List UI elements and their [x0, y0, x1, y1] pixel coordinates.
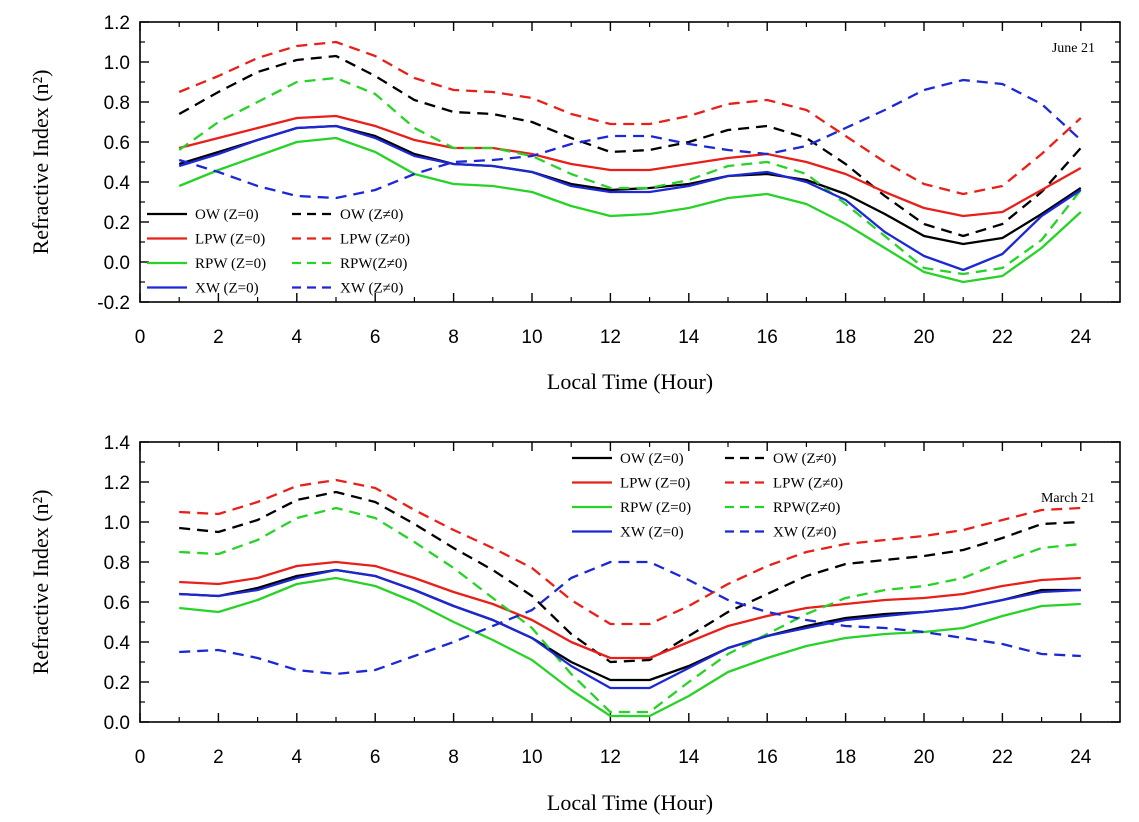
y-axis-title: Refractive Index (n²)	[28, 490, 53, 675]
y-tick-label: 0.8	[104, 553, 130, 574]
x-tick-label: 18	[835, 747, 856, 768]
series-group	[179, 478, 1081, 718]
series-line-rpw-z-0-	[179, 506, 1081, 714]
x-tick-label: 8	[448, 327, 459, 348]
x-tick-label: 18	[835, 327, 856, 348]
y-tick-label: 0.0	[104, 713, 130, 734]
chart-june-21: 0 2 4 6 8 10 12 14 16 18 20 22 24-0.20.00.20.40.60.8…	[28, 13, 1121, 394]
legend-label: XW (Z=0)	[620, 525, 684, 541]
series-line-xw-z-0-	[179, 568, 1081, 690]
x-tick-label: 8	[448, 747, 459, 768]
y-tick-label: 1.2	[104, 473, 130, 494]
series-line-rpw-z-0-	[179, 576, 1081, 718]
y-tick-label: 1.0	[104, 53, 130, 74]
y-tick-label: 1.4	[104, 433, 131, 454]
y-tick-label: 0.6	[104, 593, 130, 614]
x-tick-label: 6	[370, 747, 381, 768]
legend-label: XW (Z≠0)	[340, 281, 403, 297]
series-line-rpw-z-0-	[178, 136, 1082, 284]
series-line-ow-z-0-	[179, 490, 1081, 664]
legend: OW (Z=0) OW (Z≠0) LPW (Z=0) LPW (Z≠0) RPW (Z…	[572, 451, 843, 541]
x-axis-title: Local Time (Hour)	[547, 790, 713, 815]
series-line-lpw-z-0-	[178, 114, 1082, 218]
y-tick-label: 0.2	[104, 673, 130, 694]
legend-label: LPW (Z=0)	[195, 232, 265, 248]
x-tick-label: 22	[992, 327, 1013, 348]
x-tick-label: 22	[992, 747, 1013, 768]
y-tick-label: 1.0	[104, 513, 130, 534]
x-tick-label: 4	[292, 747, 303, 768]
legend-label: XW (Z≠0)	[773, 525, 836, 541]
x-tick-label: 10	[521, 747, 542, 768]
series-line-lpw-z-0-	[178, 40, 1082, 196]
x-tick-label: 4	[292, 327, 303, 348]
series-group	[178, 40, 1082, 284]
x-tick-label: 14	[678, 327, 700, 348]
y-tick-label: 1.2	[104, 13, 130, 34]
legend-label: OW (Z≠0)	[773, 451, 836, 467]
legend-label: RPW (Z=0)	[195, 256, 266, 272]
series-line-rpw-z-0-	[178, 76, 1082, 276]
y-tick-label: -0.2	[97, 293, 130, 314]
x-tick-label: 2	[213, 747, 224, 768]
series-line-lpw-z-0-	[179, 478, 1081, 626]
x-tick-label: 0	[135, 327, 146, 348]
y-tick-label: 0.2	[104, 213, 130, 234]
x-tick-label: 20	[913, 747, 934, 768]
x-tick-label: 6	[370, 327, 381, 348]
y-tick-label: 0.8	[104, 93, 130, 114]
legend-label: OW (Z=0)	[620, 451, 684, 467]
chart-annotation: March 21	[1041, 491, 1095, 506]
y-axis-title: Refractive Index (n²)	[28, 70, 53, 255]
legend-label: RPW(Z≠0)	[773, 500, 840, 516]
x-axis-title: Local Time (Hour)	[547, 369, 713, 394]
series-line-xw-z-0-	[179, 560, 1081, 676]
x-tick-label: 16	[757, 747, 778, 768]
y-tick-label: 0.4	[104, 633, 131, 654]
x-tick-label: 14	[678, 747, 700, 768]
x-tick-label: 20	[913, 327, 934, 348]
x-tick-label: 24	[1070, 747, 1092, 768]
x-tick-label: 10	[521, 327, 542, 348]
chart-march-21: 0 2 4 6 8 10 12 14 16 18 20 22 240.00.20.40.60.81.01…	[28, 433, 1121, 815]
legend-label: RPW(Z≠0)	[340, 256, 407, 272]
y-tick-label: 0.0	[104, 253, 130, 274]
series-line-lpw-z-0-	[179, 560, 1081, 660]
legend-label: XW (Z=0)	[195, 281, 259, 297]
x-tick-label: 12	[600, 747, 621, 768]
x-tick-label: 2	[213, 327, 224, 348]
series-line-ow-z-0-	[178, 54, 1082, 238]
legend-label: OW (Z≠0)	[340, 207, 403, 223]
series-line-xw-z-0-	[178, 78, 1082, 200]
x-tick-label: 16	[757, 327, 778, 348]
legend: OW (Z=0) OW (Z≠0) LPW (Z=0) LPW (Z≠0) RPW (Z…	[147, 207, 410, 297]
x-tick-label: 12	[600, 327, 621, 348]
y-tick-label: 0.6	[104, 133, 130, 154]
legend-label: RPW (Z=0)	[620, 500, 691, 516]
legend-label: LPW (Z≠0)	[773, 476, 843, 492]
chart-annotation: June 21	[1052, 41, 1095, 56]
legend-label: LPW (Z≠0)	[340, 232, 410, 248]
legend-label: OW (Z=0)	[195, 207, 259, 223]
legend-label: LPW (Z=0)	[620, 476, 690, 492]
x-tick-label: 24	[1070, 327, 1092, 348]
series-line-xw-z-0-	[178, 124, 1082, 272]
y-tick-label: 0.4	[104, 173, 131, 194]
x-tick-label: 0	[135, 747, 146, 768]
